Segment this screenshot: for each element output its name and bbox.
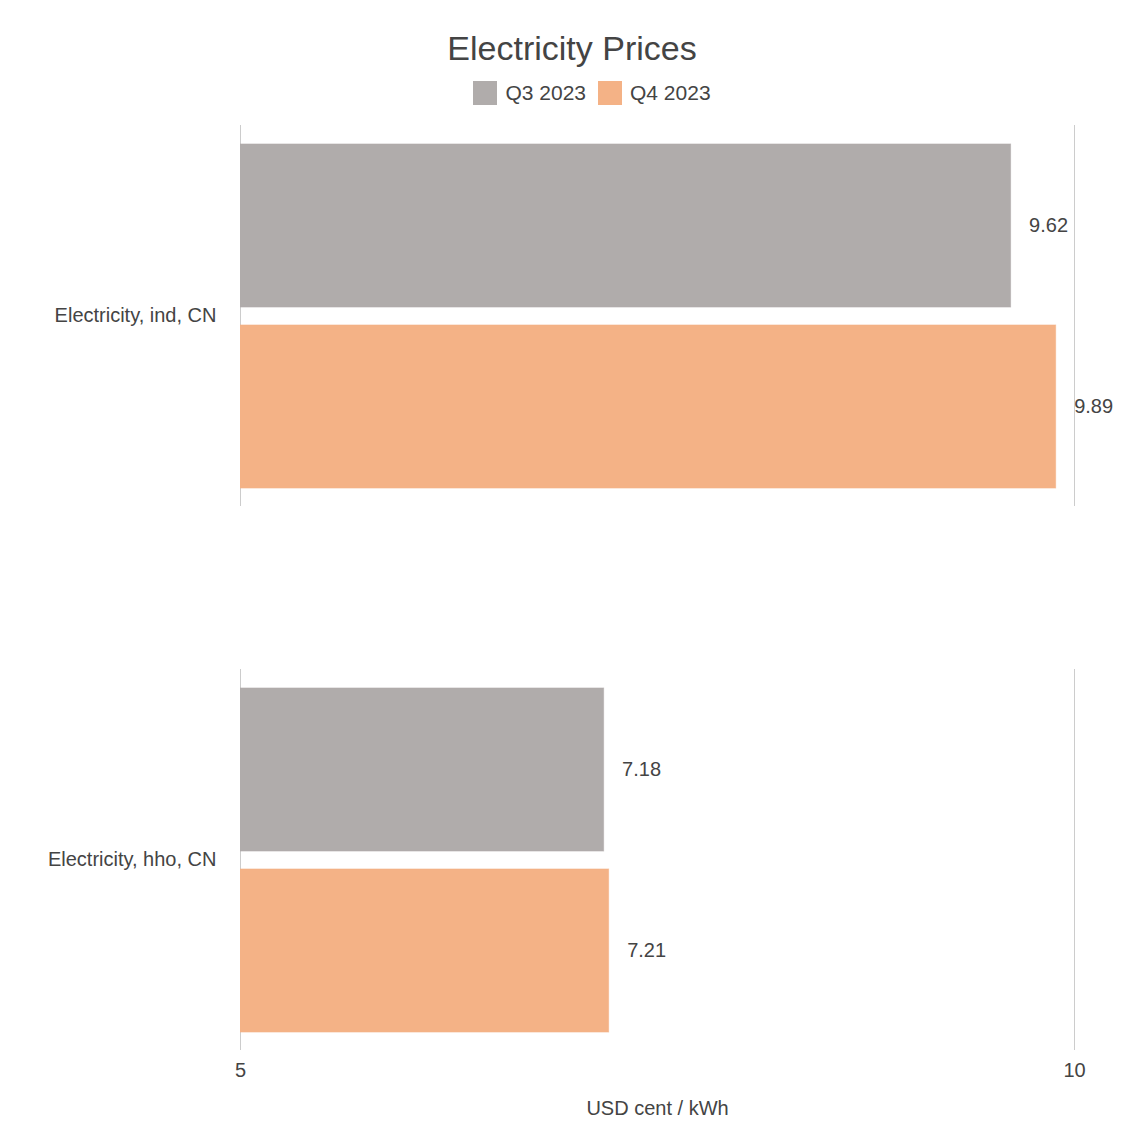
- svg-text:7.21: 7.21: [627, 939, 666, 961]
- svg-text:9.89: 9.89: [1074, 395, 1113, 417]
- svg-text:Electricity, ind, CN: Electricity, ind, CN: [55, 304, 217, 326]
- html-text:Q3 2023: Q3 2023: [505, 81, 586, 104]
- html-text:Q4 2023: Q4 2023: [630, 81, 711, 104]
- svg-text:USD cent / kWh: USD cent / kWh: [586, 1097, 728, 1119]
- svg-text:7.18: 7.18: [622, 758, 661, 780]
- svg-text:10: 10: [1063, 1059, 1085, 1081]
- svg-text:5: 5: [235, 1059, 246, 1081]
- svg-text:Electricity, hho, CN: Electricity, hho, CN: [48, 848, 217, 870]
- html-text:Electricity Prices: Electricity Prices: [447, 29, 697, 67]
- svg-text:9.62: 9.62: [1029, 214, 1068, 236]
